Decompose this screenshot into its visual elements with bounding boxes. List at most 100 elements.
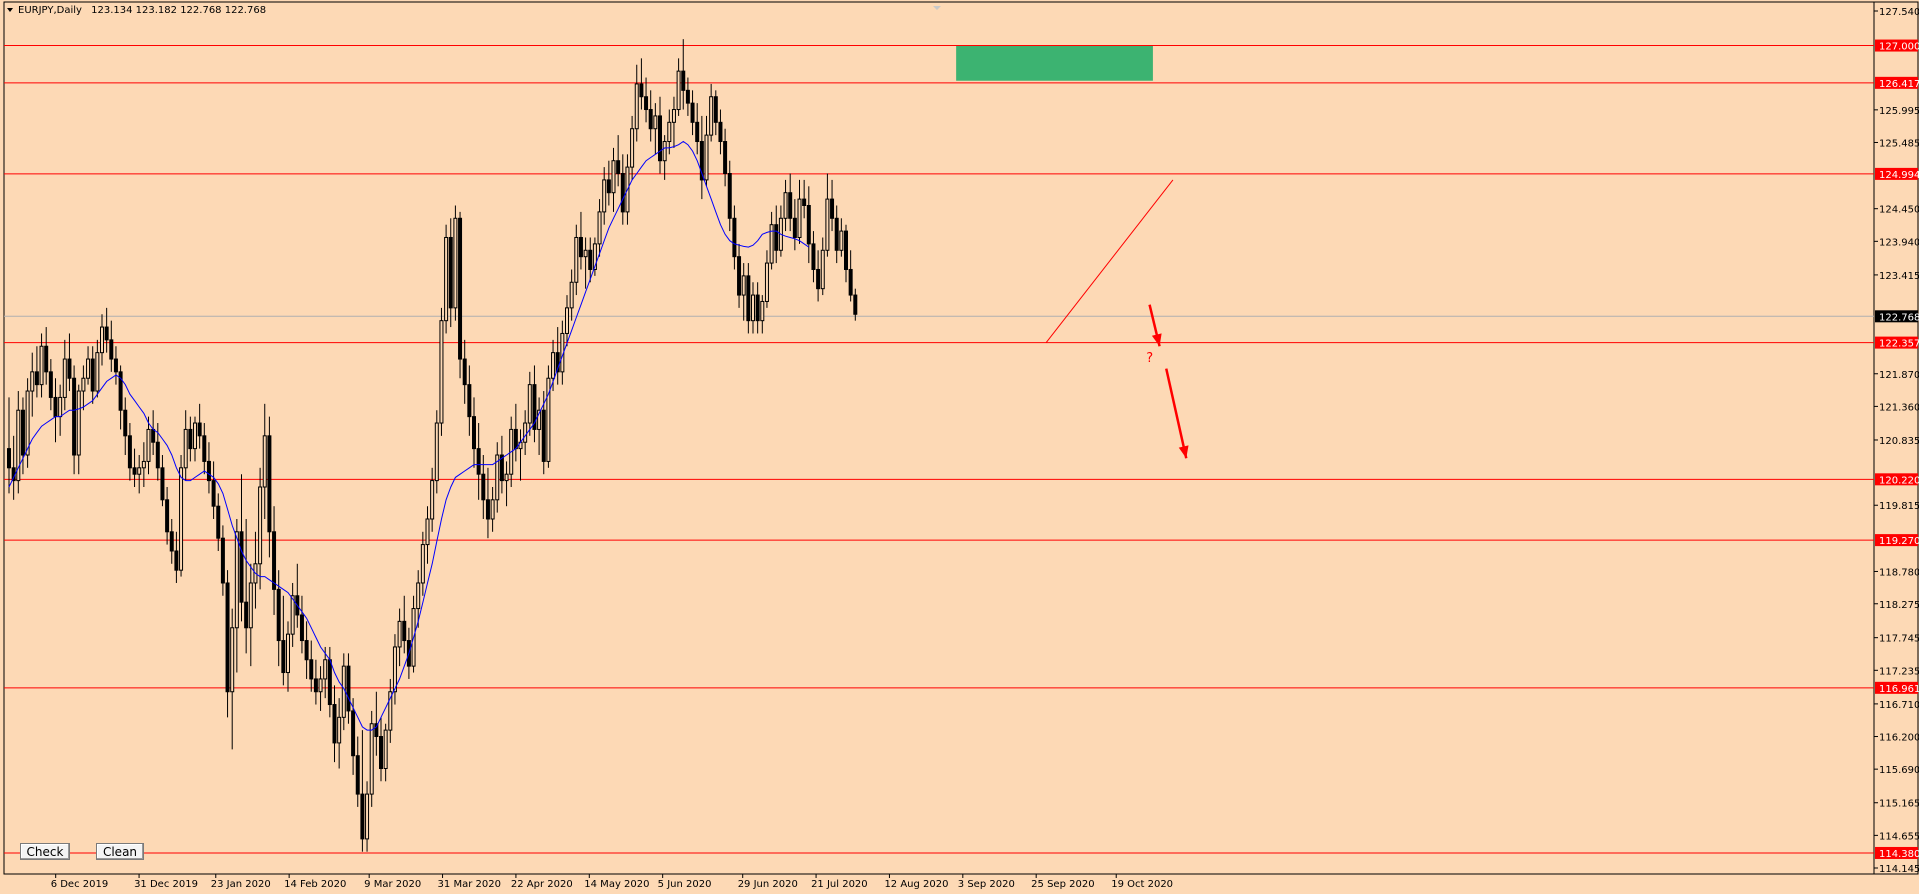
candle-body: [113, 358, 118, 373]
down-arrow-icon: [1178, 445, 1189, 459]
candle-body: [67, 358, 72, 379]
candle-body: [272, 531, 277, 590]
candle-body: [788, 192, 793, 219]
candle-body: [20, 409, 25, 456]
candle-body: [760, 300, 765, 322]
candle-body: [844, 230, 848, 270]
candle-body: [323, 659, 328, 680]
candle-body: [611, 160, 616, 194]
candle-body: [751, 294, 755, 322]
candle-body: [541, 409, 546, 462]
candle-body: [132, 467, 137, 475]
candle-body: [662, 141, 667, 162]
candle-body: [230, 627, 235, 693]
candle-body: [499, 454, 504, 482]
price-tick-label: 123.940: [1879, 237, 1919, 248]
candle-body: [834, 217, 839, 251]
question-mark-annotation: ?: [1146, 351, 1153, 366]
time-tick-label: 14 Feb 2020: [284, 879, 346, 890]
price-tick-label: 118.275: [1879, 600, 1919, 611]
candle-body: [379, 736, 383, 770]
candle-body: [644, 96, 649, 111]
candle-body: [681, 70, 686, 91]
price-tick-label: 121.870: [1879, 370, 1919, 381]
candle-body: [578, 236, 583, 258]
candle-body: [639, 83, 644, 98]
candle-body: [606, 179, 611, 194]
candle-body: [718, 121, 723, 143]
candle-body: [7, 448, 11, 469]
level-price-label: 127.000: [1879, 42, 1919, 53]
candle-body: [481, 473, 486, 501]
level-price-label-box: [1875, 473, 1918, 486]
candle-body: [388, 691, 393, 731]
down-arrow-shaft[interactable]: [1165, 368, 1188, 459]
candle-body: [197, 422, 202, 437]
candle-body: [676, 70, 681, 111]
candle-body: [806, 204, 811, 245]
candle-body: [100, 326, 104, 354]
time-tick-label: 9 Mar 2020: [364, 879, 421, 890]
level-price-label-box: [1875, 534, 1918, 547]
time-tick-label: 31 Dec 2019: [134, 879, 198, 890]
supply-zone[interactable]: [956, 45, 1153, 81]
price-tick-label: 125.485: [1879, 138, 1919, 149]
price-tick-label: 120.835: [1879, 436, 1919, 447]
check-button[interactable]: Check: [20, 843, 70, 860]
candle-body: [220, 537, 225, 584]
candle-body: [397, 620, 402, 648]
candle-body: [383, 729, 388, 770]
level-price-label-box: [1875, 336, 1918, 349]
time-tick-label: 14 May 2020: [584, 879, 649, 890]
candle-body: [118, 371, 123, 411]
candle-body: [732, 217, 737, 258]
price-tick-label: 119.815: [1879, 501, 1919, 512]
price-tick-label: 123.415: [1879, 271, 1919, 282]
candle-body: [262, 435, 267, 488]
time-tick-label: 31 Mar 2020: [438, 879, 501, 890]
price-tick-label: 115.165: [1879, 799, 1919, 810]
candle-body: [555, 352, 560, 373]
candle-body: [546, 377, 551, 462]
candle-body: [332, 704, 337, 744]
candle-body: [616, 160, 621, 175]
title-dropdown-icon[interactable]: [7, 8, 13, 12]
time-tick-label: 19 Oct 2020: [1111, 879, 1173, 890]
level-price-label-box: [1875, 846, 1918, 859]
candle-body: [39, 345, 44, 386]
price-tick-label: 118.780: [1879, 567, 1919, 578]
candle-body: [137, 467, 142, 475]
candle-body: [811, 243, 816, 270]
price-tick-label: 127.540: [1879, 7, 1919, 18]
candle-body: [513, 428, 518, 450]
candle-body: [123, 409, 128, 437]
candle-body: [239, 531, 244, 603]
time-tick-label: 23 Jan 2020: [211, 879, 271, 890]
candle-body: [797, 198, 802, 238]
candle-body: [746, 275, 751, 322]
candle-body: [244, 601, 249, 629]
time-tick-label: 5 Jun 2020: [658, 879, 712, 890]
candle-body: [309, 659, 314, 680]
candle-body: [392, 646, 397, 693]
level-price-label-box: [1875, 76, 1918, 89]
candle-body: [146, 428, 151, 462]
candle-body: [490, 499, 495, 520]
candle-body: [430, 480, 435, 520]
support-trendline[interactable]: [1045, 179, 1174, 343]
level-price-label: 119.270: [1879, 536, 1919, 547]
level-price-label: 122.357: [1879, 339, 1919, 350]
candle-body: [792, 217, 797, 238]
candle-body: [174, 550, 179, 571]
candle-body: [839, 230, 844, 251]
candle-body: [532, 384, 537, 430]
candle-body: [53, 396, 58, 418]
candle-body: [453, 217, 458, 309]
candle-body: [346, 665, 351, 712]
level-price-label-box: [1875, 167, 1918, 180]
clean-button[interactable]: Clean: [96, 843, 144, 860]
candle-body: [583, 249, 588, 258]
candle-body: [458, 217, 463, 360]
candle-body: [109, 339, 114, 360]
